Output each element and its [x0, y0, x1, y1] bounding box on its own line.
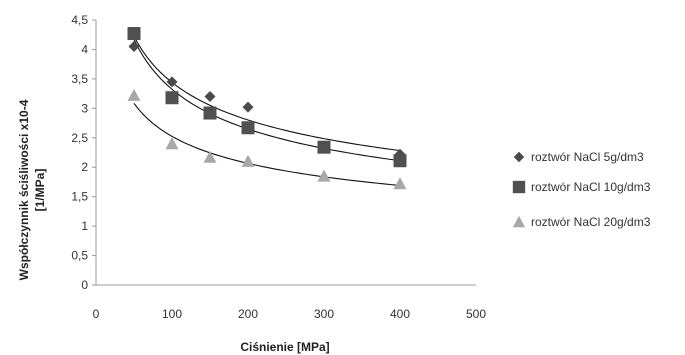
data-point-series-1: [242, 101, 254, 113]
y-axis-title-line1: Współczynnik ściśliwości x10-4: [17, 99, 31, 280]
y-axis-title: Współczynnik ściśliwości x10-4 [1/MPa]: [17, 99, 47, 280]
data-point-series-2: [241, 121, 255, 135]
x-tick-labels: 0 100 200 300 400 500: [93, 307, 487, 321]
legend-marker-series-3: [512, 215, 526, 228]
data-point-series-2: [127, 27, 141, 41]
y-tick-label: 3,5: [71, 72, 88, 86]
data-point-series-2: [393, 154, 407, 168]
y-tick-labels: 0 0,5 1 1,5 2 2,5 3 3,5 4 4,5: [71, 13, 96, 292]
y-tick-label: 0: [81, 278, 88, 292]
legend-marker-series-2: [512, 180, 526, 194]
legend-label-series-1: roztwór NaCl 5g/dm3: [531, 150, 644, 164]
data-point-series-3: [241, 154, 255, 167]
trendline-series-1: [133, 36, 401, 152]
y-tick-label: 2: [81, 160, 88, 174]
data-point-series-2: [317, 140, 331, 154]
y-axis-title-line2: [1/MPa]: [33, 169, 47, 212]
trendlines: [133, 36, 401, 187]
legend-marker-series-1: [513, 151, 525, 163]
y-tick-label: 0,5: [71, 249, 88, 263]
x-tick-label: 200: [238, 307, 258, 321]
legend: roztwór NaCl 5g/dm3 roztwór NaCl 10g/dm3 r…: [512, 150, 651, 229]
data-point-series-1: [166, 76, 178, 88]
x-tick-label: 300: [314, 307, 334, 321]
data-point-series-3: [203, 150, 217, 163]
legend-label-series-2: roztwór NaCl 10g/dm3: [531, 180, 651, 194]
x-tick-label: 500: [466, 307, 486, 321]
data-point-series-3: [165, 137, 179, 150]
y-tick-label: 2,5: [71, 131, 88, 145]
data-point-series-3: [317, 169, 331, 182]
y-tick-label: 4: [81, 42, 88, 56]
x-tick-label: 100: [162, 307, 182, 321]
data-markers: [127, 27, 407, 190]
y-tick-label: 1,5: [71, 190, 88, 204]
data-point-series-1: [204, 91, 216, 103]
x-tick-label: 0: [93, 307, 100, 321]
legend-label-series-3: roztwór NaCl 20g/dm3: [531, 215, 651, 229]
x-tick-label: 400: [390, 307, 410, 321]
data-point-series-3: [393, 177, 407, 190]
y-tick-label: 4,5: [71, 13, 88, 27]
y-tick-label: 1: [81, 219, 88, 233]
data-point-series-2: [165, 91, 179, 105]
data-point-series-1: [128, 41, 140, 52]
y-tick-label: 3: [81, 101, 88, 115]
axes: [95, 20, 476, 286]
trendline-series-3: [133, 103, 401, 187]
data-point-series-2: [203, 106, 217, 120]
x-axis-title: Ciśnienie [MPa]: [240, 340, 329, 354]
data-point-series-3: [127, 88, 141, 101]
